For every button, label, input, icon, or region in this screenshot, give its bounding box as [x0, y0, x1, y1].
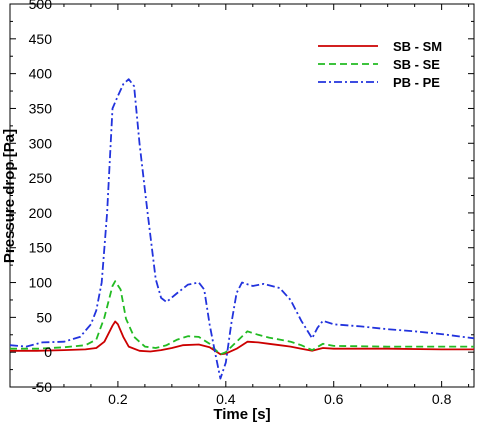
series-line-2 [10, 280, 474, 356]
x-axis-label: Time [s] [213, 406, 270, 423]
series-line-1 [10, 320, 474, 356]
y-tick-label: -50 [32, 379, 52, 395]
y-axis-label: Pressure drop [Pa] [1, 129, 18, 263]
y-tick-label: 450 [29, 31, 53, 47]
series-line-3 [9, 78, 475, 380]
x-tick-labels: 0.2 0.4 0.6 0.8 [108, 391, 451, 407]
legend-label-1: SB - SM [393, 39, 442, 54]
legend: SB - SM SB - SE PB - PE [318, 39, 442, 90]
axis-ticks [10, 3, 474, 388]
y-tick-labels: -50 0 50 100 150 200 250 300 350 400 450 500 [29, 0, 53, 395]
x-tick-label: 0.6 [324, 391, 344, 407]
y-tick-label: 150 [29, 240, 53, 256]
y-tick-label: 50 [36, 309, 52, 325]
legend-label-2: SB - SE [393, 57, 440, 72]
y-tick-label: 500 [29, 0, 53, 12]
y-tick-label: 350 [29, 100, 53, 116]
x-tick-label: 0.4 [216, 391, 236, 407]
legend-label-3: PB - PE [393, 75, 440, 90]
y-tick-label: 300 [29, 135, 53, 151]
series-curves [9, 78, 475, 380]
x-tick-label: 0.8 [432, 391, 452, 407]
y-tick-label: 0 [44, 344, 52, 360]
y-tick-label: 400 [29, 66, 53, 82]
y-tick-label: 100 [29, 275, 53, 291]
y-tick-label: 250 [29, 170, 53, 186]
y-tick-label: 200 [29, 205, 53, 221]
x-tick-label: 0.2 [108, 391, 128, 407]
